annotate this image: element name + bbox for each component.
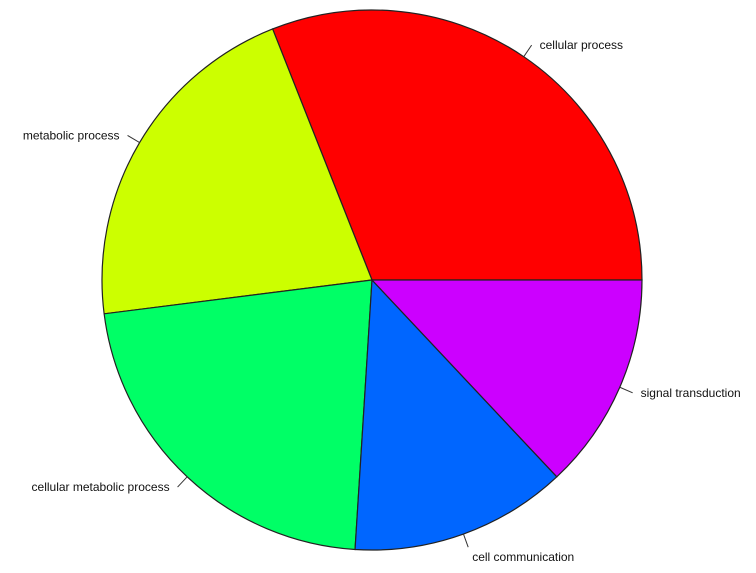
leader-line — [462, 533, 469, 548]
pie-slice-cell-communication — [354, 278, 558, 551]
leader-line — [177, 476, 188, 488]
pie-slice-signal-transduction — [370, 279, 643, 478]
pie-slice-cellular-metabolic-process — [103, 279, 373, 551]
slice-label: signal transduction — [641, 386, 741, 400]
slice-label: cellular metabolic process — [32, 480, 170, 494]
leader-line — [127, 134, 140, 143]
leader-line — [619, 386, 633, 394]
leader-line — [523, 44, 533, 57]
pie-slice-cellular-process — [271, 9, 643, 281]
pie-slices — [101, 9, 643, 551]
slice-labels: cellular process metabolic process cellula… — [23, 38, 741, 564]
label-leaders — [127, 44, 633, 548]
slice-label: cellular process — [540, 38, 623, 52]
pie-slice-metabolic-process — [101, 28, 373, 315]
slice-label: cell communication — [472, 550, 574, 564]
slice-label: metabolic process — [23, 128, 120, 142]
